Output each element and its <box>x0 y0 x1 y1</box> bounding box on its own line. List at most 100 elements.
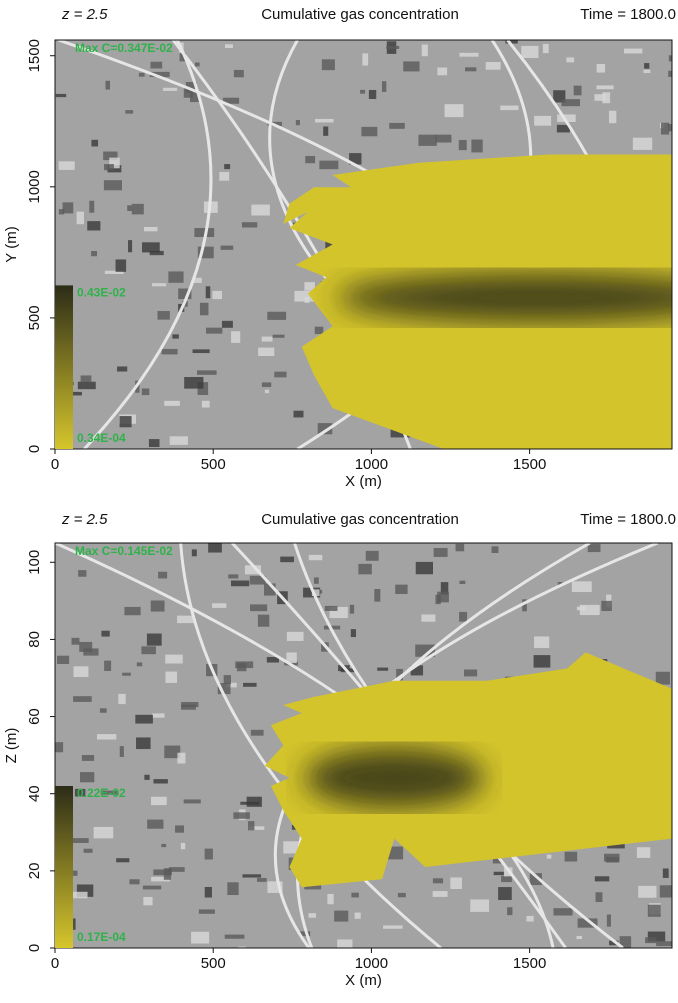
building <box>83 648 98 655</box>
building <box>507 907 512 915</box>
building <box>369 90 376 99</box>
building <box>574 86 582 96</box>
building <box>177 616 194 623</box>
building <box>212 603 226 608</box>
building <box>577 607 586 611</box>
building <box>602 92 610 103</box>
building <box>212 291 222 299</box>
building <box>162 349 178 354</box>
building <box>403 61 419 71</box>
building <box>572 581 592 592</box>
building <box>382 81 386 92</box>
building <box>242 222 257 227</box>
building <box>247 797 262 807</box>
building <box>129 879 139 884</box>
x-tick-label: 1500 <box>513 456 546 473</box>
building <box>57 656 69 664</box>
building <box>136 737 151 749</box>
building <box>80 772 94 782</box>
building <box>374 589 380 602</box>
building <box>601 601 612 611</box>
building <box>534 116 551 126</box>
building <box>219 172 229 181</box>
building <box>132 204 144 215</box>
building <box>165 655 183 664</box>
building <box>465 67 476 71</box>
building <box>170 436 188 445</box>
building <box>91 140 98 147</box>
building <box>206 286 211 298</box>
building <box>184 799 201 803</box>
building <box>200 303 208 315</box>
building <box>195 62 200 66</box>
building <box>351 893 358 898</box>
building <box>106 81 110 90</box>
building <box>362 53 368 65</box>
building <box>137 662 142 666</box>
building <box>521 46 538 58</box>
building <box>222 321 233 328</box>
building <box>434 548 448 557</box>
building <box>243 683 257 687</box>
building <box>398 893 406 897</box>
building <box>262 382 271 387</box>
building <box>181 705 196 710</box>
building <box>607 915 611 927</box>
y-tick-label: 20 <box>26 863 43 880</box>
building <box>280 557 294 563</box>
x-tick-label: 500 <box>201 955 226 972</box>
chart-title: Cumulative gas concentration <box>261 6 459 23</box>
building <box>104 180 122 190</box>
building <box>91 251 97 256</box>
building <box>104 661 111 671</box>
building <box>197 370 217 375</box>
building <box>81 375 92 382</box>
building <box>643 70 650 73</box>
y-tick-label: 1500 <box>26 39 43 72</box>
building <box>164 868 171 880</box>
building <box>644 63 649 69</box>
building <box>59 161 75 170</box>
right-note: Time = 1800.0 <box>580 6 676 23</box>
building <box>262 337 273 342</box>
plot-area <box>55 40 678 458</box>
building <box>231 581 249 587</box>
building <box>152 283 166 286</box>
figure: 0.43E-020.34E-04Max C=0.347E-02z = 2.5Cu… <box>0 0 678 1003</box>
building <box>225 935 245 939</box>
building <box>308 913 316 918</box>
colorbar-max-label: 0.22E-02 <box>77 786 126 800</box>
building <box>606 857 619 863</box>
building <box>526 916 533 922</box>
x-axis-label: X (m) <box>345 473 382 490</box>
y-tick-label: 0 <box>26 445 43 453</box>
building <box>233 812 249 818</box>
building <box>56 94 66 97</box>
building <box>351 629 356 637</box>
building <box>315 119 334 123</box>
building <box>383 925 403 928</box>
building <box>656 941 673 946</box>
building <box>78 570 86 577</box>
building <box>327 894 333 904</box>
building <box>294 411 304 418</box>
building <box>358 564 371 574</box>
building <box>566 57 574 62</box>
building <box>100 708 107 712</box>
building <box>152 713 164 717</box>
building <box>325 606 338 611</box>
building <box>470 899 489 911</box>
building <box>660 885 678 897</box>
building <box>71 892 87 898</box>
colorbar-min-label: 0.17E-04 <box>77 930 126 944</box>
building <box>459 53 478 57</box>
building <box>450 877 462 889</box>
building <box>609 111 616 123</box>
building <box>498 887 512 900</box>
building <box>135 715 153 724</box>
building <box>596 85 613 89</box>
y-tick-label: 40 <box>26 785 43 802</box>
building <box>624 49 642 54</box>
building <box>588 544 601 552</box>
building <box>334 911 348 922</box>
